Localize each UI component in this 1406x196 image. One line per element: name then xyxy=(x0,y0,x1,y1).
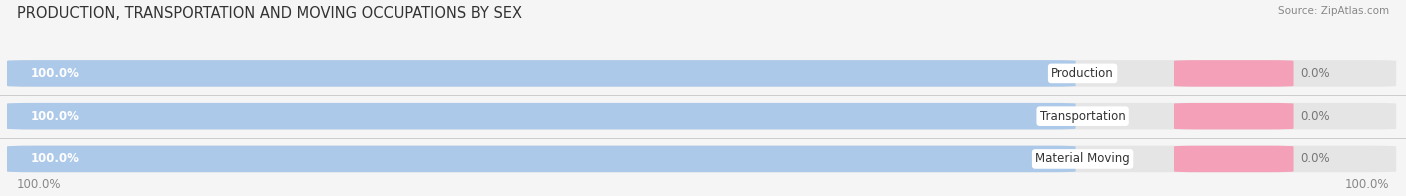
Text: 0.0%: 0.0% xyxy=(1301,67,1330,80)
Text: 100.0%: 100.0% xyxy=(31,67,80,80)
Text: 0.0%: 0.0% xyxy=(1301,110,1330,123)
FancyBboxPatch shape xyxy=(7,146,1396,172)
Text: Production: Production xyxy=(1052,67,1114,80)
Text: 0.0%: 0.0% xyxy=(1301,152,1330,165)
Text: Source: ZipAtlas.com: Source: ZipAtlas.com xyxy=(1278,6,1389,16)
FancyBboxPatch shape xyxy=(1174,103,1294,129)
FancyBboxPatch shape xyxy=(7,146,1076,172)
FancyBboxPatch shape xyxy=(7,103,1396,129)
FancyBboxPatch shape xyxy=(1174,60,1294,87)
Text: 100.0%: 100.0% xyxy=(1344,178,1389,191)
FancyBboxPatch shape xyxy=(1174,146,1294,172)
FancyBboxPatch shape xyxy=(7,60,1396,87)
FancyBboxPatch shape xyxy=(7,60,1076,87)
Text: Transportation: Transportation xyxy=(1040,110,1125,123)
Text: PRODUCTION, TRANSPORTATION AND MOVING OCCUPATIONS BY SEX: PRODUCTION, TRANSPORTATION AND MOVING OC… xyxy=(17,6,522,21)
Text: 100.0%: 100.0% xyxy=(31,152,80,165)
Text: 100.0%: 100.0% xyxy=(17,178,62,191)
Text: 100.0%: 100.0% xyxy=(31,110,80,123)
Text: Material Moving: Material Moving xyxy=(1035,152,1130,165)
FancyBboxPatch shape xyxy=(7,103,1076,129)
